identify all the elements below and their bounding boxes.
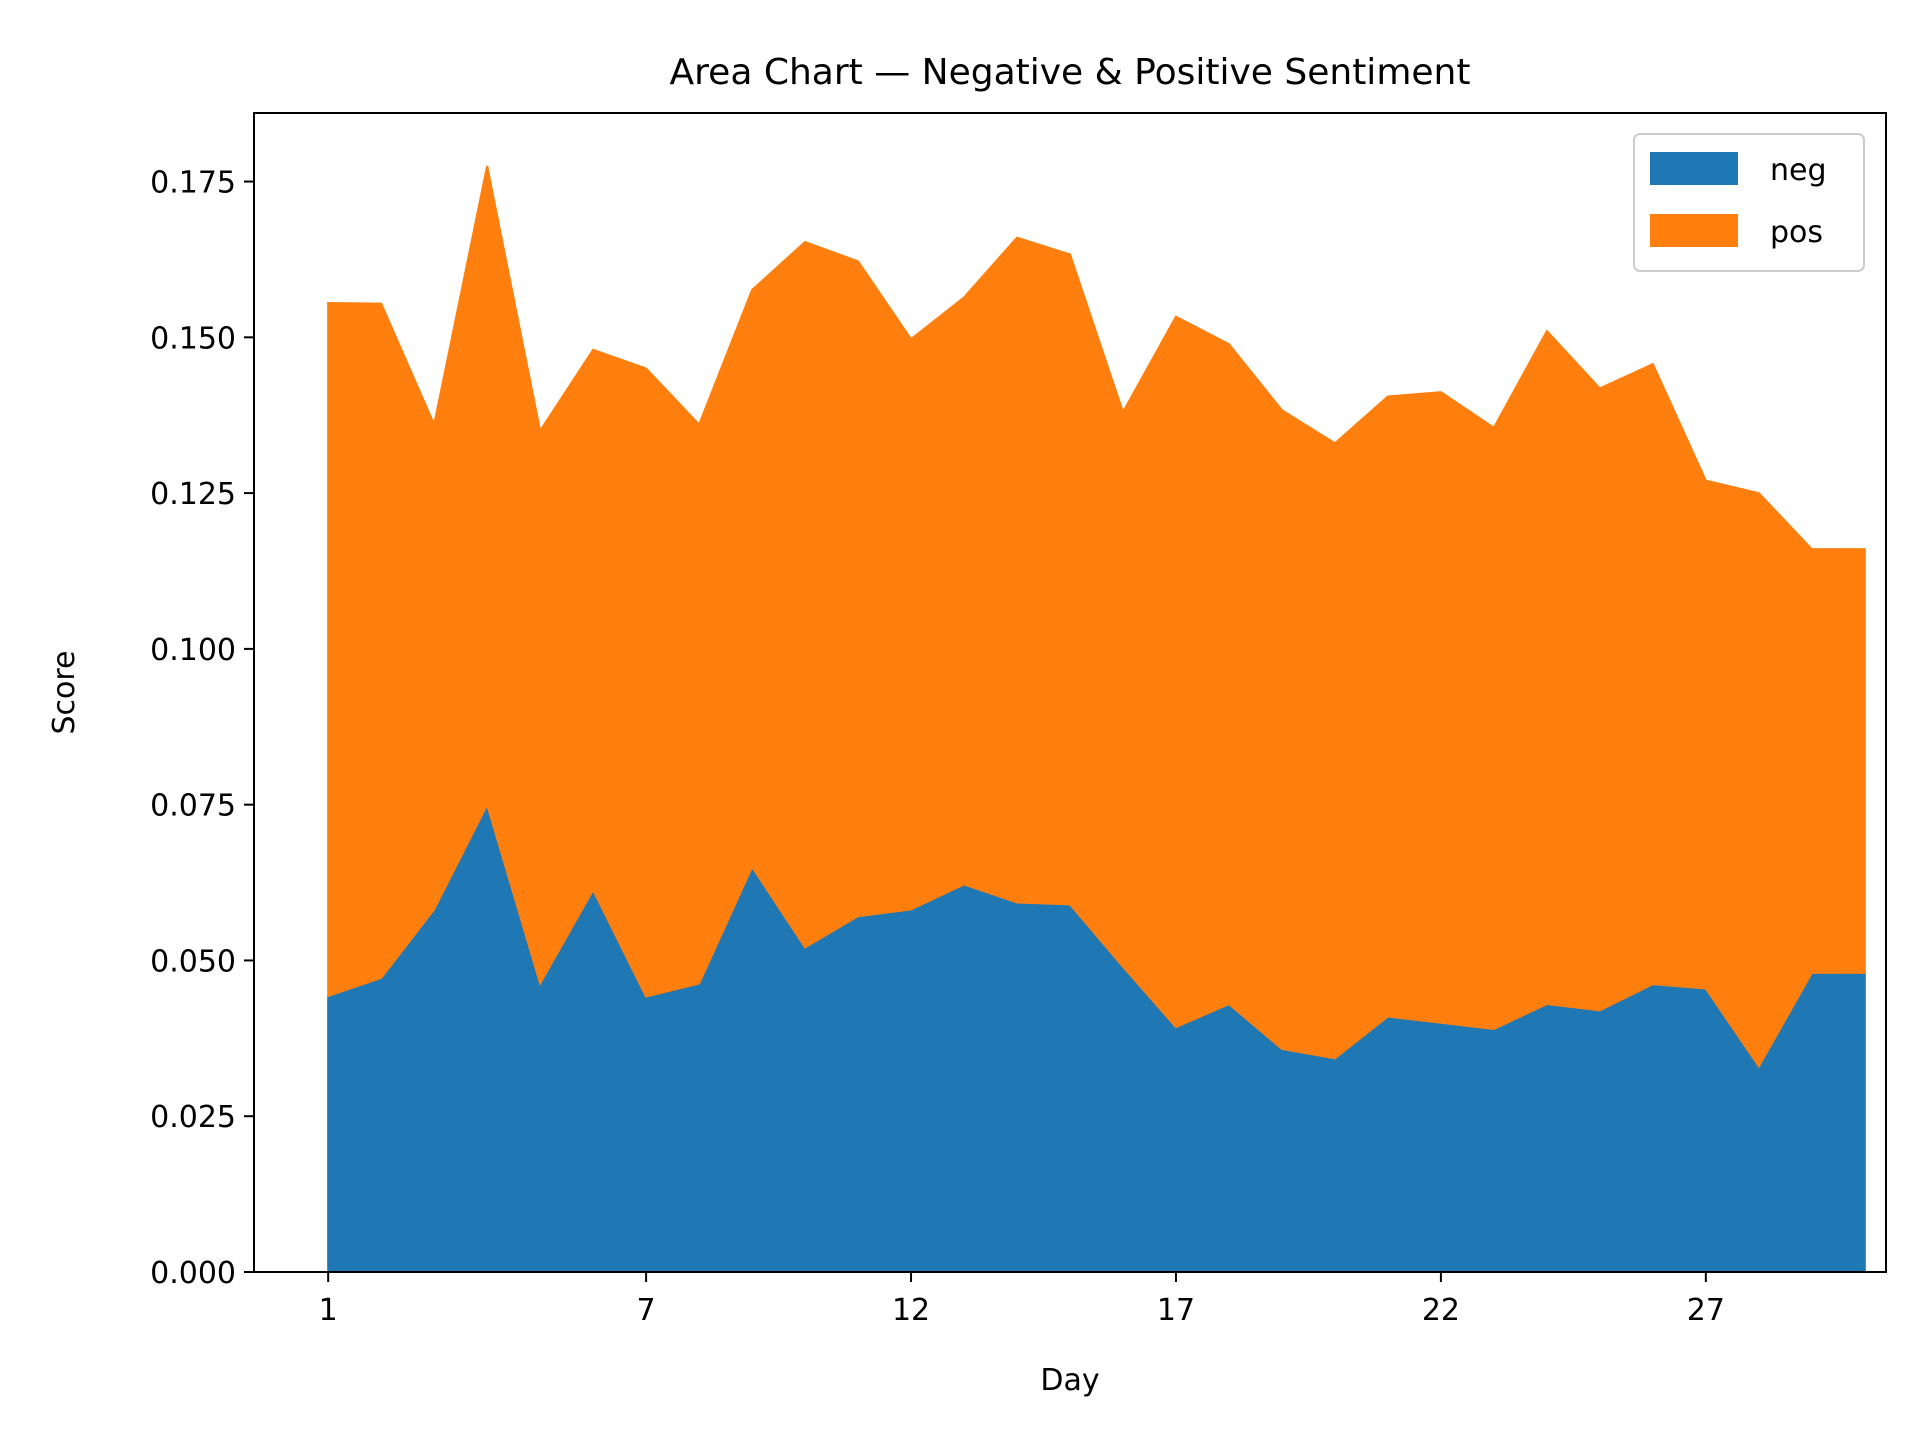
- legend-label-pos: pos: [1770, 215, 1823, 250]
- x-tick-label: 17: [1157, 1293, 1195, 1328]
- y-axis-label: Score: [47, 650, 82, 734]
- y-tick-label: 0.100: [150, 633, 236, 668]
- y-tick-label: 0.150: [150, 321, 236, 356]
- chart-title: Area Chart — Negative & Positive Sentime…: [670, 52, 1471, 93]
- y-tick-label: 0.050: [150, 944, 236, 979]
- x-axis: 1 7 12 17 22 27: [319, 1272, 1725, 1328]
- x-tick-label: 22: [1422, 1293, 1460, 1328]
- y-axis: 0.000 0.025 0.050 0.075 0.100 0.125 0.150 0.175: [150, 166, 254, 1291]
- area-pos: [327, 165, 1866, 1069]
- legend-swatch-pos: [1650, 214, 1738, 247]
- y-tick-label: 0.175: [150, 166, 236, 201]
- legend-label-neg: neg: [1770, 153, 1827, 188]
- y-tick-label: 0.075: [150, 789, 236, 824]
- x-tick-label: 12: [892, 1293, 930, 1328]
- legend: neg pos: [1633, 133, 1865, 272]
- x-tick-label: 1: [319, 1293, 338, 1328]
- x-tick-label: 7: [637, 1293, 656, 1328]
- x-axis-label: Day: [1040, 1363, 1099, 1398]
- x-tick-label: 27: [1687, 1293, 1725, 1328]
- y-tick-label: 0.125: [150, 477, 236, 512]
- plot-frame: [253, 112, 1887, 1273]
- y-tick-label: 0.000: [150, 1256, 236, 1291]
- legend-swatch-neg: [1650, 152, 1738, 185]
- y-tick-label: 0.025: [150, 1100, 236, 1135]
